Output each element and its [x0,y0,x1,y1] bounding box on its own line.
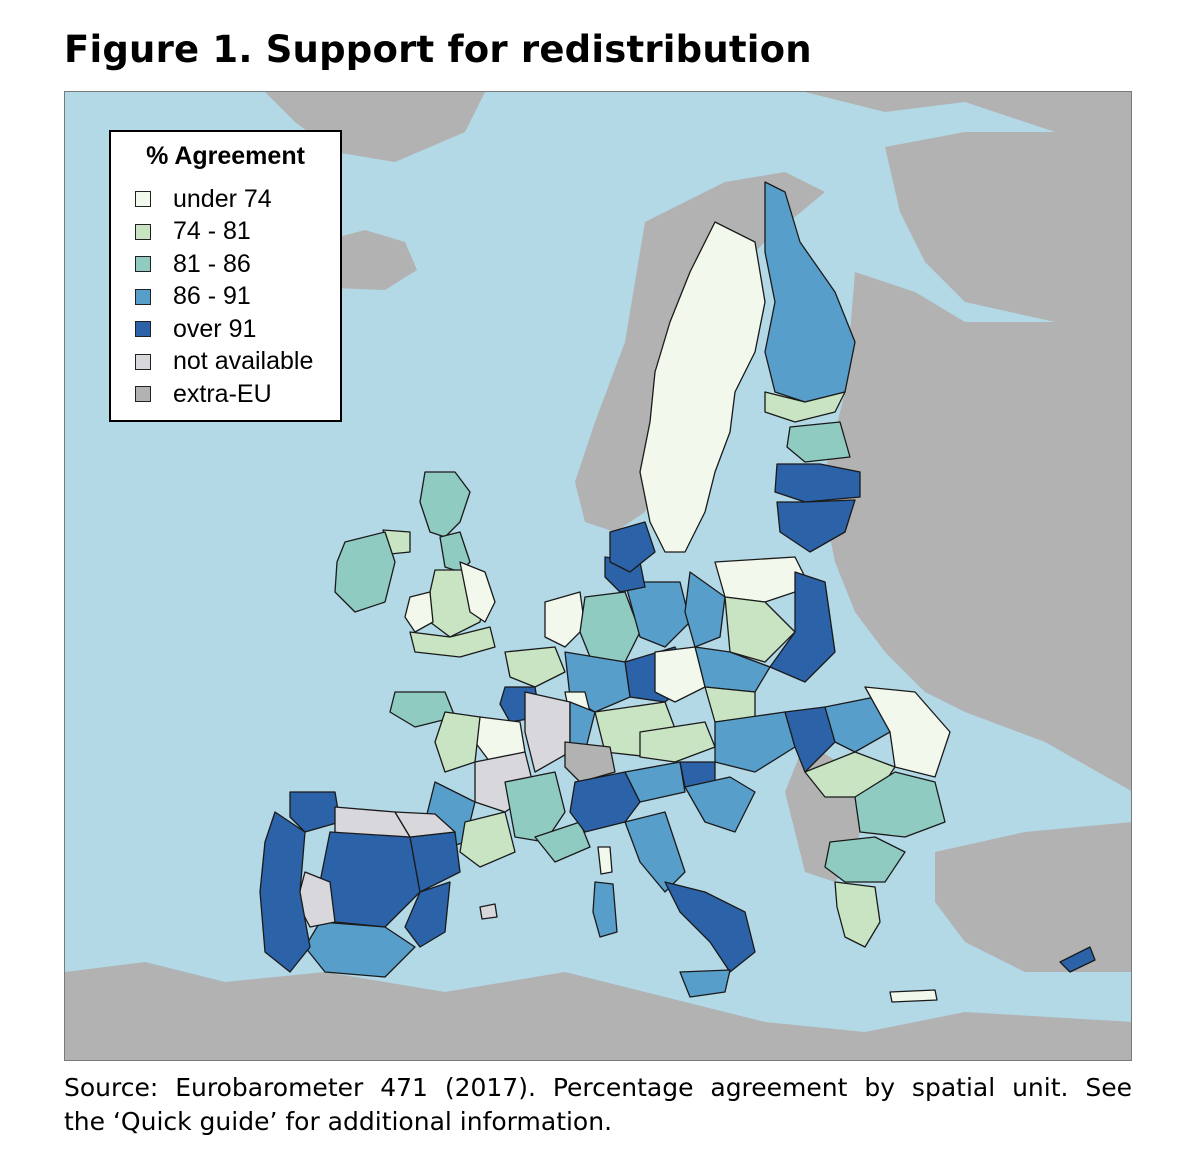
region-poland-center [724,596,796,663]
map-frame: % Agreement under 74 74 - 81 81 - 86 [64,91,1132,1061]
legend-swatch [135,288,151,305]
legend-item-under-74: under 74 [135,183,340,216]
source-line-2: the ‘Quick guide’ for additional informa… [64,1107,613,1136]
legend-item-extra-eu: extra-EU [135,378,340,411]
region-ireland [334,531,396,613]
norway-russia-north [885,132,1131,342]
region-denmark [609,521,656,573]
region-france-paca [534,821,591,863]
region-sicily [679,969,731,998]
svalbard-land [805,92,1131,152]
region-poland-west [684,571,726,648]
region-scotland [419,471,471,538]
greenland-land [265,92,485,162]
region-spain-aragon [394,811,456,838]
legend-swatch [135,386,151,403]
region-spain-galicia [289,791,341,833]
regions [259,181,1096,1003]
region-finland-south [764,391,846,423]
region-england-south [409,626,496,658]
region-crete [889,989,938,1003]
legend-label: over 91 [173,314,257,343]
region-france-rhone [504,771,566,843]
region-england-east [459,561,496,623]
region-spain-valencia [404,881,451,948]
region-romania-west [784,706,836,773]
region-italy-center [624,811,686,893]
region-czechia [654,646,706,703]
region-sweden [639,221,766,553]
region-wales [404,591,434,633]
legend-item-over-91: over 91 [135,313,340,346]
legend-item-74-81: 74 - 81 [135,216,340,249]
legend-item-not-available: not available [135,346,340,379]
legend-swatch [135,353,151,370]
region-romania-ne [824,696,891,753]
region-france-bretagne [389,691,456,728]
legend-label: 86 - 91 [173,282,251,311]
extra-eu-land [65,92,1131,1060]
region-estonia [786,421,851,463]
region-belgium [504,646,566,688]
region-sardinia [592,881,618,938]
region-greece-south [834,881,881,948]
legend-item-81-86: 81 - 86 [135,248,340,281]
region-balearic [479,903,498,920]
region-netherlands [544,591,586,648]
north-africa [65,962,1131,1060]
region-france-south [459,811,516,868]
legend-label: extra-EU [173,379,272,408]
norway-land [575,172,825,532]
legend-label: not available [173,347,314,376]
legend-label: 74 - 81 [173,217,251,246]
legend-swatch [135,256,151,273]
region-croatia [684,776,756,833]
legend-swatch [135,191,151,208]
source-caption: Source: Eurobarometer 471 (2017). Percen… [64,1071,1132,1139]
region-poland-north [714,556,811,603]
source-line-1: Source: Eurobarometer 471 (2017). Percen… [64,1073,1132,1102]
legend-swatch [135,223,151,240]
figure-title: Figure 1. Support for redistribution [64,28,812,71]
region-austria [639,721,716,763]
region-portugal [259,811,311,973]
region-poland-east [769,571,836,683]
region-lithuania [776,499,856,553]
legend-label: under 74 [173,184,272,213]
region-italy-ne [624,761,686,803]
russia-belarus-ukraine [825,272,1131,791]
region-france-west [434,711,481,773]
legend-label: 81 - 86 [173,249,251,278]
choropleth-map: % Agreement under 74 74 - 81 81 - 86 [65,92,1131,1060]
region-cyprus [1059,946,1096,973]
region-greece-north [824,836,906,883]
legend-title: % Agreement [146,142,305,170]
region-hungary [714,711,796,773]
region-italy-south [664,881,756,973]
region-latvia [774,463,861,503]
region-romania-east [864,686,951,778]
turkey-land [935,822,1131,972]
legend-box: % Agreement under 74 74 - 81 81 - 86 [109,130,342,422]
legend-items: under 74 74 - 81 81 - 86 86 - 91 [111,183,340,411]
legend-swatch [135,321,151,338]
region-france-east [524,691,571,773]
region-bulgaria [854,771,946,838]
legend-item-86-91: 86 - 91 [135,281,340,314]
region-corsica [597,846,613,875]
region-germany-ne [624,581,691,648]
